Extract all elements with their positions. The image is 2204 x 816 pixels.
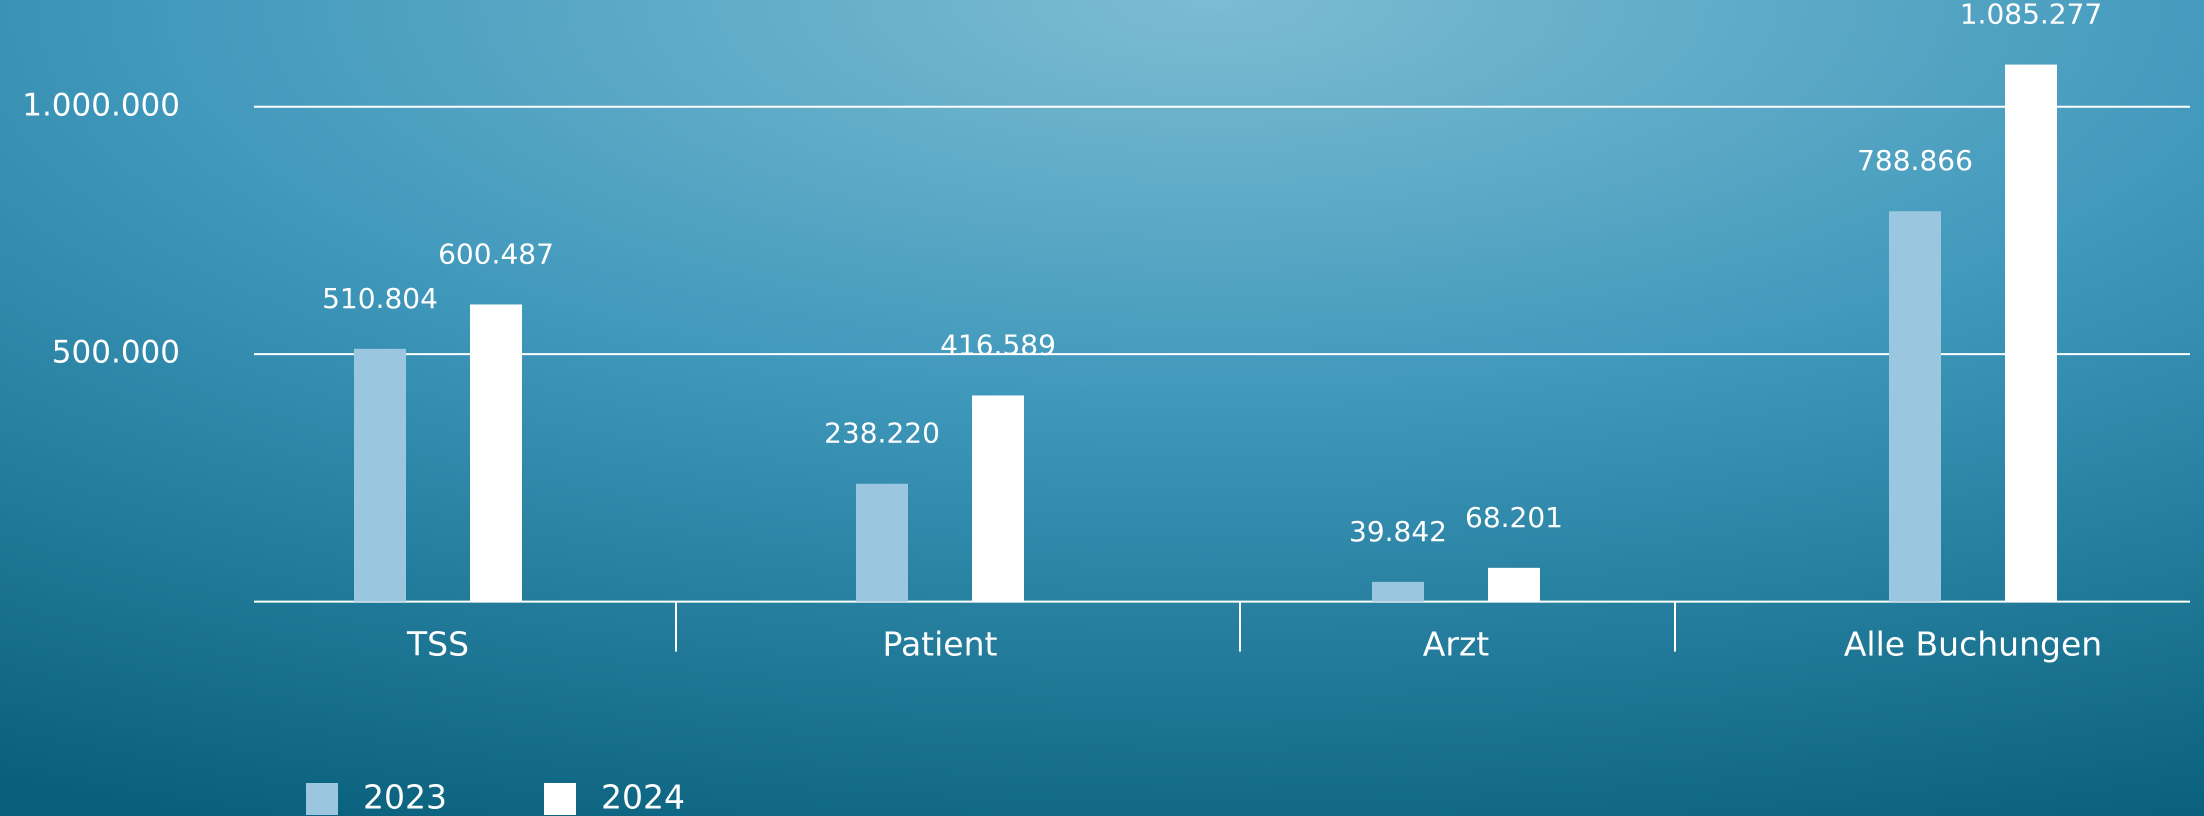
x-tick-label: TSS bbox=[406, 625, 469, 664]
x-tick-label: Alle Buchungen bbox=[1844, 625, 2102, 664]
y-tick-label: 500.000 bbox=[52, 335, 180, 371]
legend-label: 2024 bbox=[601, 778, 685, 816]
value-label: 510.804 bbox=[322, 282, 438, 315]
x-tick-label: Arzt bbox=[1423, 625, 1489, 664]
value-label: 68.201 bbox=[1465, 501, 1563, 534]
value-label: 1.085.277 bbox=[1960, 0, 2103, 31]
bar bbox=[1488, 567, 1540, 602]
legend-swatch bbox=[544, 783, 576, 815]
bar bbox=[1889, 211, 1941, 602]
bar bbox=[354, 348, 406, 602]
value-label: 416.589 bbox=[940, 328, 1056, 361]
bar bbox=[972, 395, 1024, 602]
legend-swatch bbox=[306, 783, 338, 815]
bar bbox=[2005, 64, 2057, 602]
x-tick-label: Patient bbox=[883, 625, 998, 664]
bar bbox=[856, 483, 908, 602]
bar bbox=[1372, 581, 1424, 602]
value-label: 788.866 bbox=[1857, 144, 1973, 177]
legend-label: 2023 bbox=[363, 778, 447, 816]
bar bbox=[470, 304, 522, 602]
value-label: 39.842 bbox=[1349, 515, 1447, 548]
y-tick-label: 1.000.000 bbox=[22, 87, 180, 123]
value-label: 600.487 bbox=[438, 237, 554, 270]
value-label: 238.220 bbox=[824, 417, 940, 450]
